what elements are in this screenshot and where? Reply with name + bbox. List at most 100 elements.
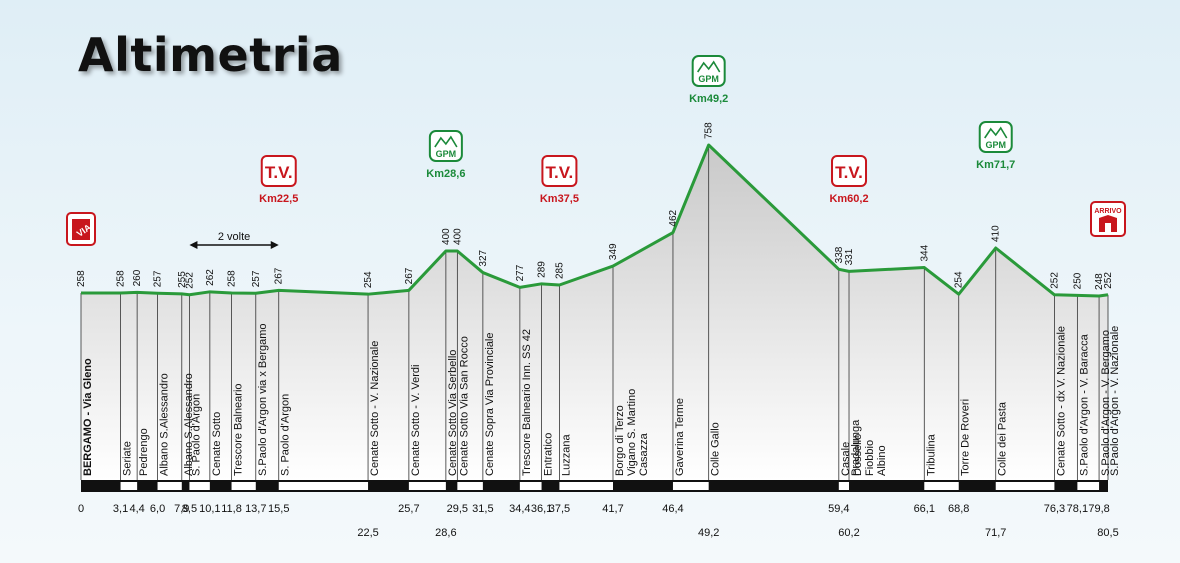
tv-km-label: Km37,5 [540, 193, 579, 205]
km-label: 68,8 [948, 503, 969, 515]
mountain-icon [434, 135, 458, 148]
km-label: 66,1 [914, 503, 935, 515]
location-label: Borgo di Terzo [614, 405, 626, 476]
gpm-marker: GPM Km49,2 [689, 55, 728, 105]
km-label: 36,1 [531, 503, 552, 515]
gpm-badge [978, 121, 1013, 153]
gpm-km-label: Km71,7 [976, 159, 1015, 171]
tv-badge [541, 155, 578, 187]
km-label: 31,5 [472, 503, 493, 515]
km-label: 78,1 [1067, 503, 1088, 515]
location-label: Tribulina [925, 433, 937, 476]
location-label: Cenate Sotto Via Serbello [447, 350, 459, 476]
tv-km-label: Km60,2 [829, 193, 868, 205]
gpm-label: GPM [436, 149, 457, 159]
location-label: Trescore Balneario [233, 383, 245, 476]
mountain-icon [697, 60, 721, 73]
mountain-icon [984, 126, 1008, 139]
tv-label: T.V. [265, 163, 293, 182]
location-label: Torre De Roveri [960, 399, 972, 476]
location-label: Gaverina Terme [674, 398, 686, 476]
elevation-label: 349 [608, 243, 619, 260]
location-label: Casale [840, 442, 852, 476]
profile-area [81, 145, 1108, 480]
elevation-label: 758 [704, 122, 715, 139]
km-label: 7,9 [174, 503, 189, 515]
location-label: Dossello [852, 434, 864, 476]
elevation-label: 338 [834, 246, 845, 263]
location-label: Pradalunga [850, 419, 862, 476]
elevation-label: 258 [116, 270, 127, 287]
elevation-label: 289 [537, 261, 548, 278]
km-label: 37,5 [549, 503, 570, 515]
elevation-label: 254 [363, 271, 374, 288]
distance-segment [457, 482, 483, 490]
location-label: BERGAMO - Via Gleno [82, 358, 94, 476]
km-label: 22,5 [357, 527, 378, 539]
km-label: 41,7 [602, 503, 623, 515]
profile-line [81, 143, 1109, 298]
location-label: S. Paolo d'Argon [280, 394, 292, 476]
km-label: 49,2 [698, 527, 719, 539]
elevation-label: 344 [919, 244, 930, 261]
elevation-label: 258 [76, 270, 87, 287]
distance-segment [672, 482, 709, 490]
distance-segment [838, 482, 850, 490]
finish-marker: ARRIVO [1090, 201, 1126, 237]
repeat-annotation: 2 volte [189, 231, 279, 249]
location-label: S. Paolo d'Argon [190, 394, 202, 476]
location-label: Albano S.Alessandro [159, 373, 171, 476]
location-label: Cenate Sotto - dx V. Nazionale [1055, 326, 1067, 476]
elevation-label: 258 [227, 270, 238, 287]
elevation-label: 260 [132, 269, 143, 286]
km-label: 76,3 [1044, 503, 1065, 515]
gpm-badge [428, 130, 463, 162]
location-label: Colle dei Pasta [997, 401, 1009, 476]
gpm-label: GPM [698, 74, 719, 84]
km-label: 25,7 [398, 503, 419, 515]
elevation-label: 462 [668, 209, 679, 226]
location-label: Albino [876, 445, 888, 476]
location-label: S.Paolo d'Argon - V. Nazionale [1109, 326, 1121, 476]
distance-segment [1077, 482, 1100, 490]
km-label: 28,6 [435, 527, 456, 539]
location-label: Vigano S. Martino [626, 389, 638, 476]
km-label: 13,7 [245, 503, 266, 515]
elevation-label: 267 [404, 267, 415, 284]
location-label: Casazza [638, 432, 650, 476]
km-label: 6,0 [150, 503, 165, 515]
distance-segment [559, 482, 613, 490]
distance-segment [189, 482, 210, 490]
elevation-label: 254 [954, 271, 965, 288]
location-label: Fiobbio [864, 440, 876, 476]
elevation-label: 331 [844, 248, 855, 265]
tv-badge [831, 155, 868, 187]
arrow-head-left-icon [189, 241, 198, 249]
elevation-label: 252 [184, 272, 195, 289]
arrow-head-right-icon [270, 241, 279, 249]
km-label: 4,4 [129, 503, 144, 515]
km-label: 29,5 [447, 503, 468, 515]
km-label: 0 [78, 503, 84, 515]
location-label: Cenate Sotto [211, 412, 223, 476]
start-marker: VIA [66, 212, 96, 246]
elevation-label: 267 [274, 267, 285, 284]
location-label: S.Paolo d'Argon - V. Baracca [1078, 333, 1090, 476]
gpm-km-label: Km49,2 [689, 93, 728, 105]
finish-door-icon [1105, 223, 1111, 232]
page-title: Altimetria [78, 28, 343, 82]
tv-marker: T.V. Km37,5 [540, 155, 579, 205]
location-label: Seriate [122, 441, 134, 476]
km-label: 10,1 [199, 503, 220, 515]
gpm-badge [691, 55, 726, 87]
elevation-label: 257 [153, 270, 164, 287]
location-label: Trescore Balneario Inn. SS 42 [521, 329, 533, 476]
elevation-label: 257 [251, 270, 262, 287]
tv-label: T.V. [546, 163, 574, 182]
elevation-label: 285 [554, 262, 565, 279]
elevation-label: 252 [1103, 272, 1114, 289]
elevation-label: 252 [1049, 272, 1060, 289]
tv-km-label: Km22,5 [259, 193, 298, 205]
distance-segment [924, 482, 959, 490]
location-label: S.Paolo d'Argon via x Bergamo [257, 323, 269, 476]
